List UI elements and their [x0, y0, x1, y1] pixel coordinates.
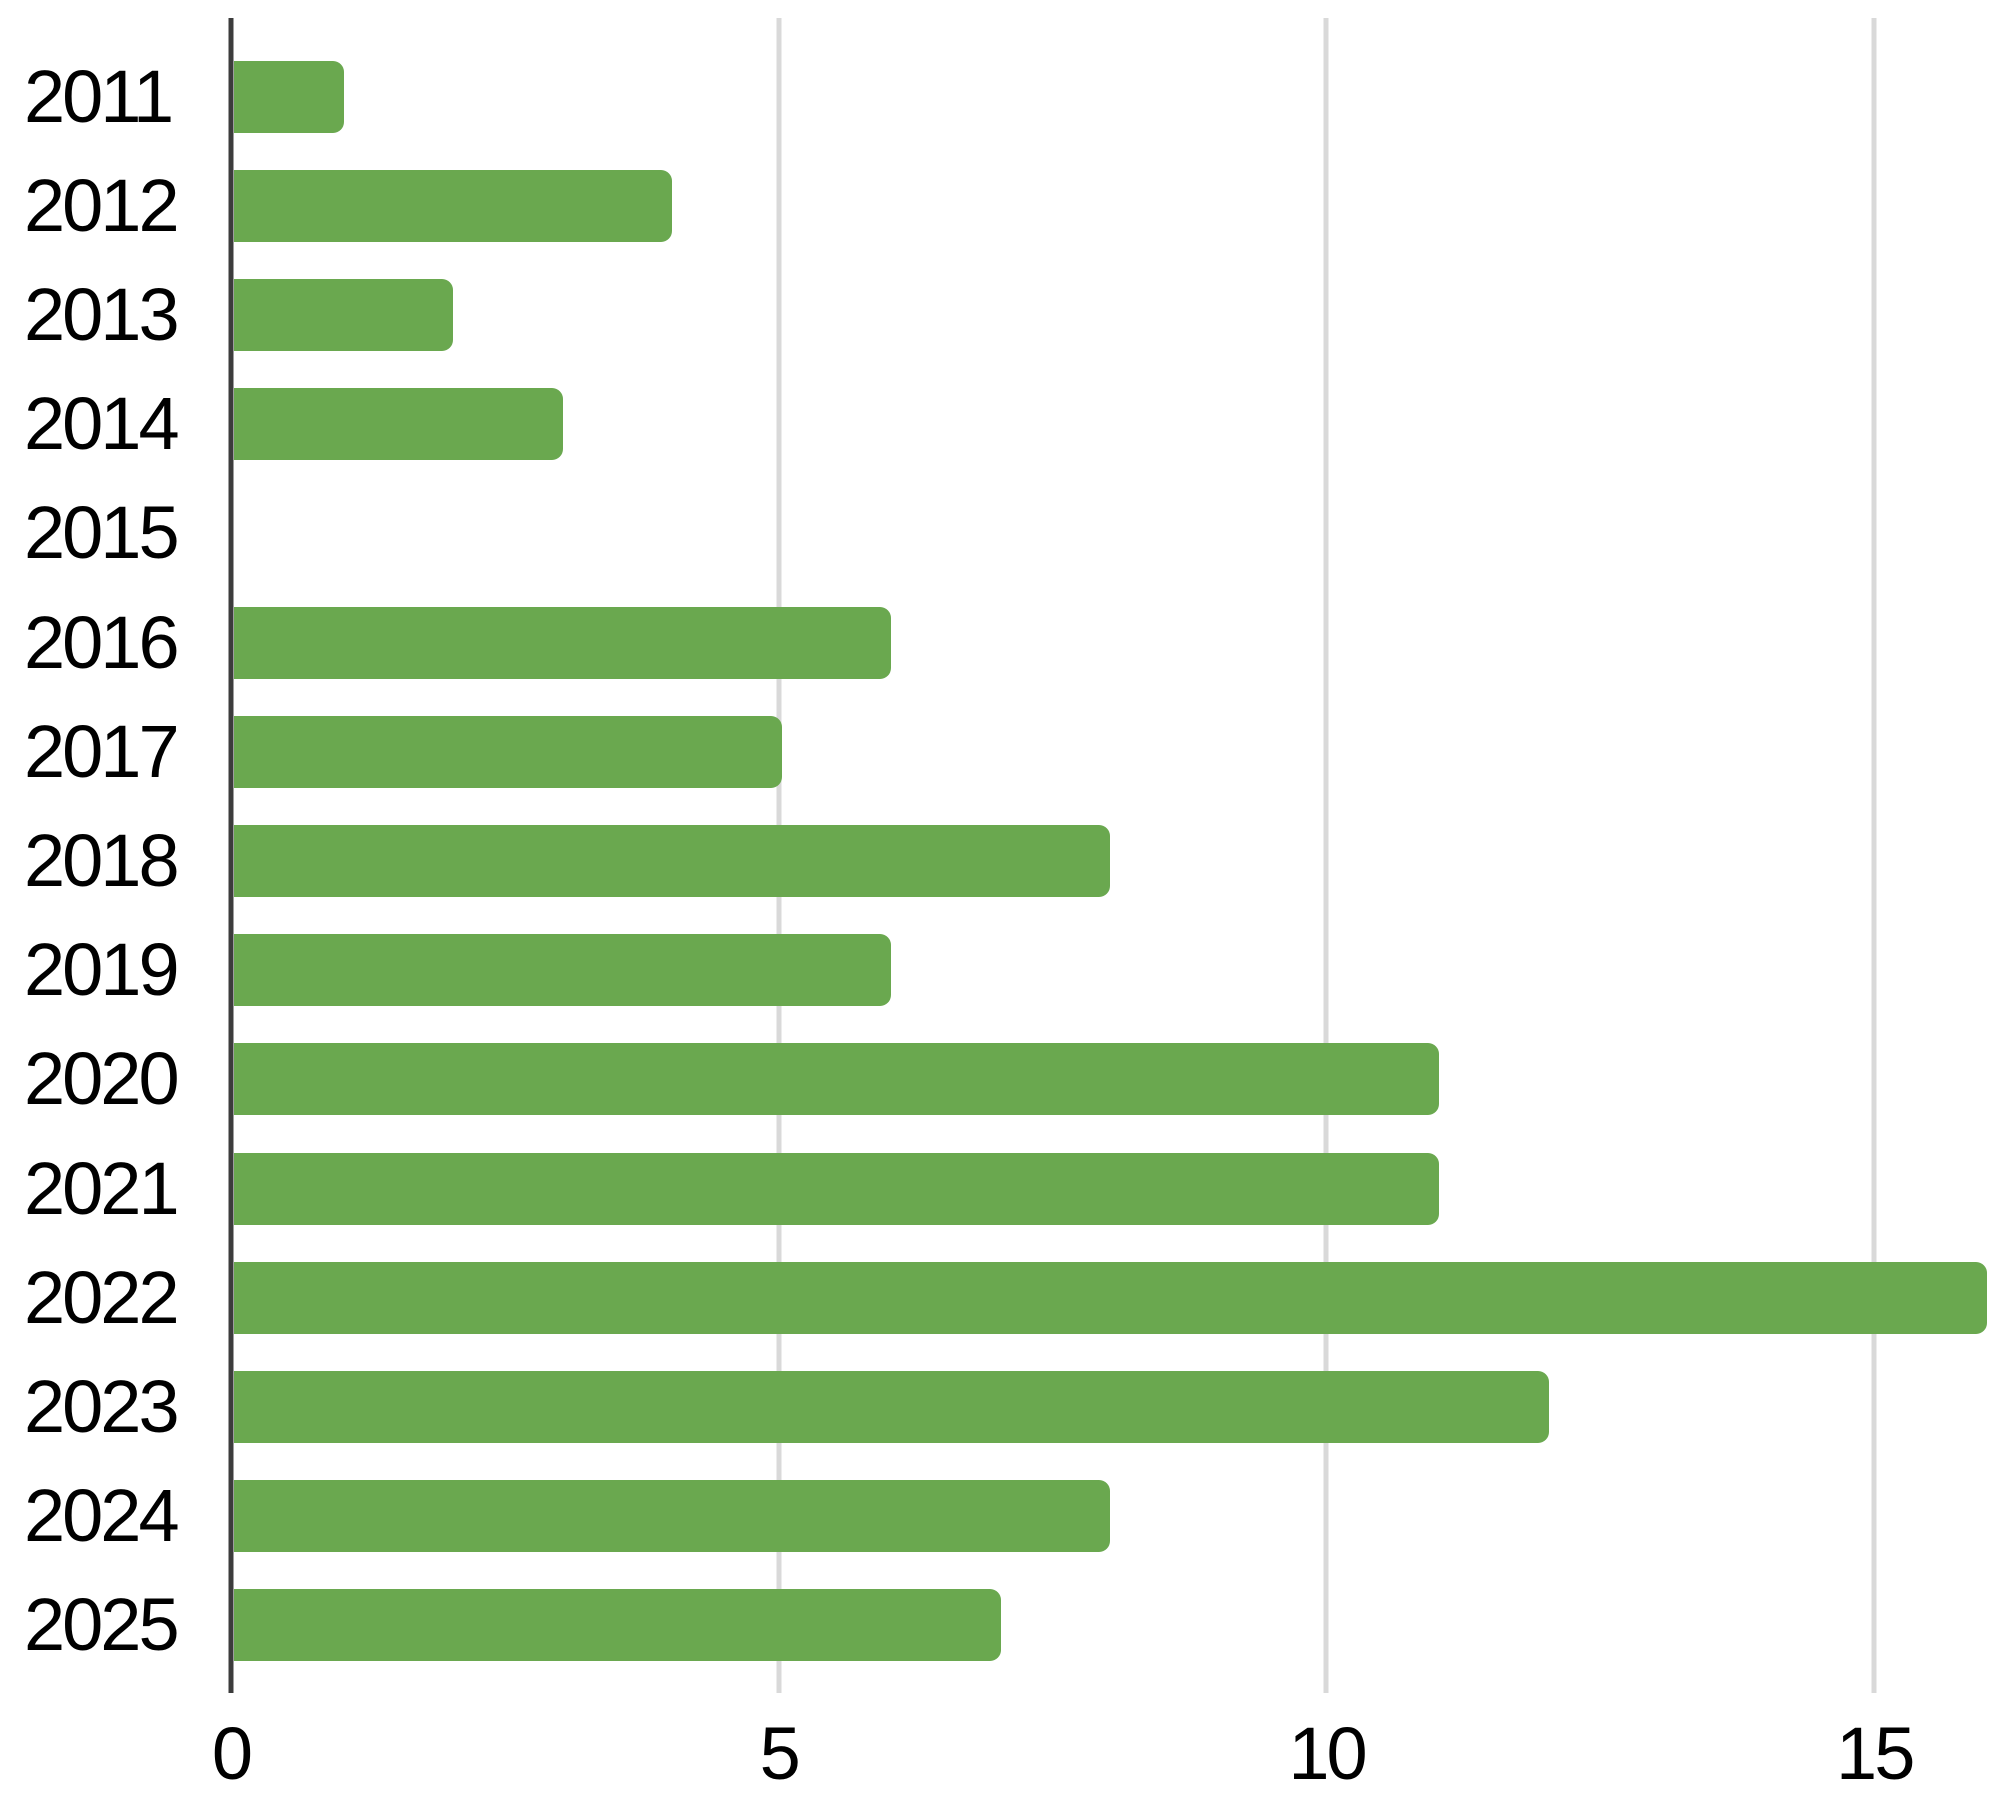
bar-2019	[234, 934, 892, 1007]
bar-track-2020	[231, 1025, 1998, 1134]
row-2014: 2014	[0, 370, 1998, 479]
row-2024: 2024	[0, 1462, 1998, 1571]
bar-2023	[234, 1371, 1549, 1444]
gridline-10	[1323, 18, 1329, 1693]
y-axis-line	[228, 18, 234, 1693]
bar-track-2016	[231, 588, 1998, 697]
bar-track-2025	[231, 1571, 1998, 1680]
bar-track-2024	[231, 1462, 1998, 1571]
bar-2016	[234, 606, 892, 679]
bar-track-2012	[231, 151, 1998, 260]
gridline-15	[1871, 18, 1877, 1693]
year-label-2019: 2019	[24, 928, 180, 1012]
row-2015: 2015	[0, 479, 1998, 588]
year-label-2018: 2018	[24, 819, 180, 903]
row-2019: 2019	[0, 916, 1998, 1025]
bar-track-2018	[231, 806, 1998, 915]
bar-2020	[234, 1043, 1440, 1116]
bar-track-2011	[231, 42, 1998, 151]
year-label-2021: 2021	[24, 1146, 180, 1230]
row-2025: 2025	[0, 1571, 1998, 1680]
bar-2012	[234, 169, 673, 242]
bar-track-2013	[231, 260, 1998, 369]
bar-2018	[234, 825, 1111, 898]
year-label-2017: 2017	[24, 709, 180, 793]
bar-track-2014	[231, 370, 1998, 479]
bar-2022	[234, 1261, 1987, 1334]
chart-rows: 2011 2012 2013 2014 2015 2016 2017 2018 2019 2020…	[0, 42, 1998, 1680]
year-label-2022: 2022	[24, 1255, 180, 1339]
bar-2021	[234, 1152, 1440, 1225]
year-label-2015: 2015	[24, 491, 180, 575]
bar-2025	[234, 1589, 1001, 1662]
year-label-2020: 2020	[24, 1037, 180, 1121]
row-2011: 2011	[0, 42, 1998, 151]
row-2012: 2012	[0, 151, 1998, 260]
year-label-2025: 2025	[24, 1583, 180, 1667]
bar-track-2019	[231, 916, 1998, 1025]
year-label-2012: 2012	[24, 163, 180, 247]
bar-track-2021	[231, 1134, 1998, 1243]
bar-2013	[234, 279, 454, 351]
row-2021: 2021	[0, 1134, 1998, 1243]
year-label-2014: 2014	[24, 382, 180, 466]
year-label-2023: 2023	[24, 1365, 180, 1449]
year-label-2016: 2016	[24, 600, 180, 684]
row-2018: 2018	[0, 806, 1998, 915]
row-2017: 2017	[0, 697, 1998, 806]
row-2022: 2022	[0, 1243, 1998, 1352]
bar-2014	[234, 388, 563, 461]
row-2016: 2016	[0, 588, 1998, 697]
row-2023: 2023	[0, 1352, 1998, 1461]
year-label-2013: 2013	[24, 273, 180, 356]
bar-track-2023	[231, 1352, 1998, 1461]
x-tick-label-5: 5	[759, 1711, 801, 1794]
year-label-2024: 2024	[24, 1474, 180, 1558]
x-tick-label-0: 0	[211, 1711, 253, 1794]
year-label-2011: 2011	[24, 54, 174, 138]
bar-2024	[234, 1480, 1111, 1553]
row-2020: 2020	[0, 1025, 1998, 1134]
bar-2017	[234, 715, 782, 788]
bar-2011	[234, 60, 344, 133]
bar-track-2022	[231, 1243, 1998, 1352]
x-axis-tick-labels: 0 5 10 15	[212, 1706, 1998, 1794]
x-tick-label-10: 10	[1288, 1711, 1367, 1794]
row-2013: 2013	[0, 260, 1998, 369]
bar-track-2015	[231, 479, 1998, 588]
x-tick-label-15: 15	[1836, 1711, 1915, 1794]
bar-track-2017	[231, 697, 1998, 806]
